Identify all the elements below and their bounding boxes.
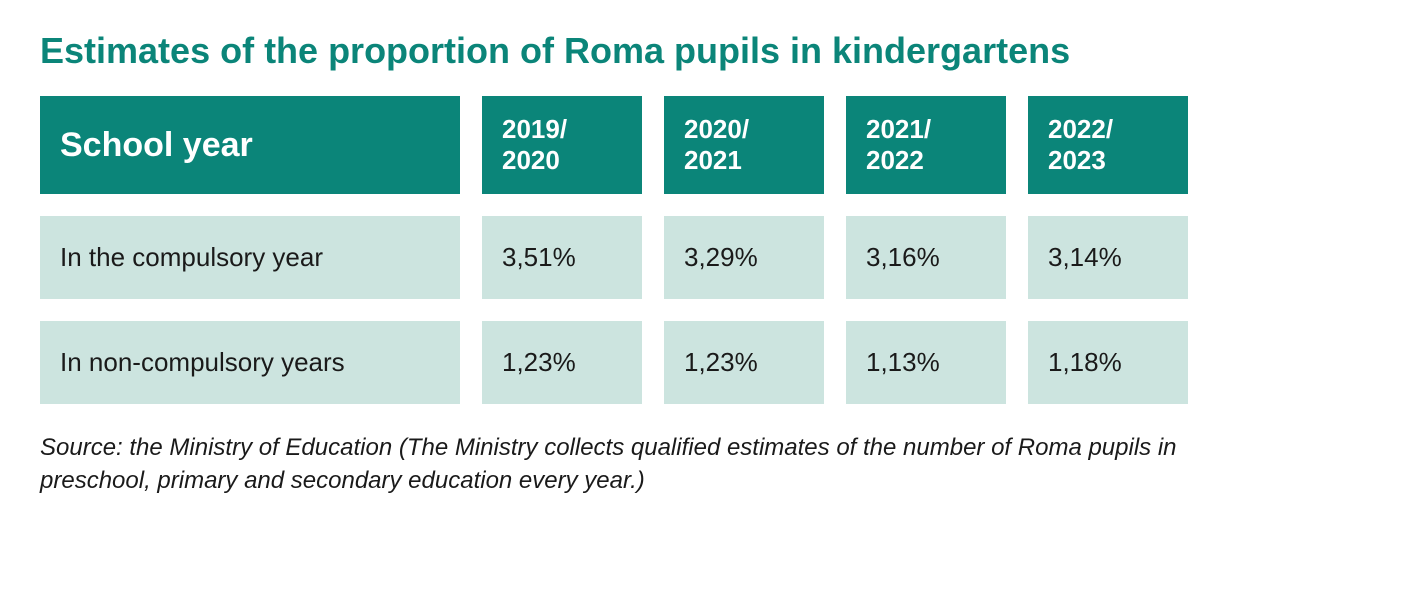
table-header-row: School year 2019/ 2020 2020/ 2021 2021/ … <box>40 96 1373 194</box>
table-row: In the compulsory year 3,51% 3,29% 3,16%… <box>40 216 1373 299</box>
header-year-2021-2022: 2021/ 2022 <box>846 96 1006 194</box>
cell-value: 3,14% <box>1028 216 1188 299</box>
cell-value: 3,29% <box>664 216 824 299</box>
header-year-2022-2023: 2022/ 2023 <box>1028 96 1188 194</box>
cell-value: 1,23% <box>664 321 824 404</box>
header-year-2019-2020: 2019/ 2020 <box>482 96 642 194</box>
table-title: Estimates of the proportion of Roma pupi… <box>40 30 1373 72</box>
table-row: In non-compulsory years 1,23% 1,23% 1,13… <box>40 321 1373 404</box>
header-school-year: School year <box>40 96 460 194</box>
cell-value: 3,16% <box>846 216 1006 299</box>
cell-value: 3,51% <box>482 216 642 299</box>
cell-value: 1,23% <box>482 321 642 404</box>
header-year-2020-2021: 2020/ 2021 <box>664 96 824 194</box>
row-label-compulsory: In the compulsory year <box>40 216 460 299</box>
source-note: Source: the Ministry of Education (The M… <box>40 432 1240 497</box>
cell-value: 1,18% <box>1028 321 1188 404</box>
row-label-non-compulsory: In non-compulsory years <box>40 321 460 404</box>
data-table: School year 2019/ 2020 2020/ 2021 2021/ … <box>40 96 1373 404</box>
cell-value: 1,13% <box>846 321 1006 404</box>
